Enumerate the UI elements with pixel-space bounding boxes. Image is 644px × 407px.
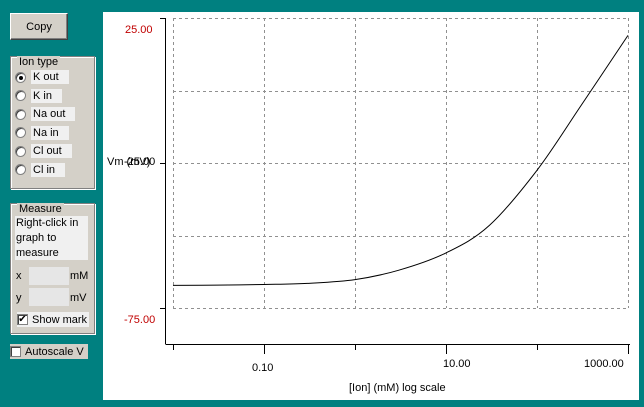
ion-option-label: Cl in: [31, 162, 66, 177]
measure-group: Measure Right-click in graph to measure …: [10, 203, 95, 334]
radio-icon: [15, 108, 26, 120]
ion-option-cl-in[interactable]: Cl in: [15, 162, 66, 178]
graph-panel[interactable]: 25.00 -25.00 -75.00 0.10 10.00 1000.00 Vm (mV…: [103, 12, 639, 400]
ion-option-label: K out: [31, 70, 69, 84]
measure-x-value: [29, 267, 69, 285]
x-axis-title: [Ion] (mM) log scale: [349, 382, 446, 394]
ion-option-na-out[interactable]: Na out: [15, 106, 76, 122]
measure-y-value: [29, 288, 69, 306]
measure-y-unit: mV: [70, 292, 87, 304]
ion-type-title: Ion type: [17, 56, 61, 68]
show-mark-label: Show mark: [32, 313, 88, 326]
plot-area[interactable]: [103, 12, 639, 400]
autoscale-check-icon: [10, 346, 21, 357]
copy-button[interactable]: Copy: [10, 13, 68, 40]
ion-option-k-out[interactable]: K out: [15, 69, 69, 85]
show-mark-check-icon: ✔: [17, 313, 28, 325]
ion-option-cl-out[interactable]: Cl out: [15, 143, 72, 159]
radio-icon: [15, 71, 26, 83]
ion-option-label: Na in: [31, 125, 69, 140]
x-tick-label: 1000.00: [584, 358, 624, 370]
measure-hint: Right-click in graph to measure: [15, 216, 88, 260]
ion-type-group: Ion type K out K in Na out Na in Cl out Cl in: [10, 56, 95, 189]
y-tick-label-mid: -25.00: [124, 156, 156, 168]
ion-option-label: K in: [31, 88, 62, 103]
measure-x-label: x: [16, 270, 22, 282]
x-tick-label: 10.00: [443, 358, 471, 370]
radio-icon: [15, 145, 26, 157]
show-mark-checkbox[interactable]: ✔ Show mark: [17, 312, 90, 327]
measure-title: Measure: [17, 203, 64, 215]
ion-option-label: Na out: [31, 107, 76, 121]
measure-x-unit: mM: [70, 270, 89, 282]
y-axis-title: Vm (mV): [107, 156, 151, 168]
radio-icon: [15, 127, 26, 138]
measure-y-label: y: [16, 292, 22, 304]
ion-option-k-in[interactable]: K in: [15, 88, 62, 104]
grid: [173, 18, 629, 309]
membrane-potential-curve: [172, 35, 629, 286]
y-tick-label-min: -75.00: [124, 314, 156, 326]
y-tick-label-max: 25.00: [125, 24, 153, 36]
curve-layer: [172, 35, 629, 286]
axes: [160, 18, 630, 354]
x-tick-label: 0.10: [252, 362, 274, 374]
autoscale-checkbox[interactable]: Autoscale V: [10, 344, 88, 359]
autoscale-label: Autoscale V: [25, 345, 84, 358]
ion-option-na-in[interactable]: Na in: [15, 125, 69, 141]
ion-option-label: Cl out: [31, 144, 72, 158]
copy-button-label: Copy: [26, 20, 52, 33]
radio-icon: [15, 164, 26, 175]
radio-icon: [15, 90, 26, 101]
